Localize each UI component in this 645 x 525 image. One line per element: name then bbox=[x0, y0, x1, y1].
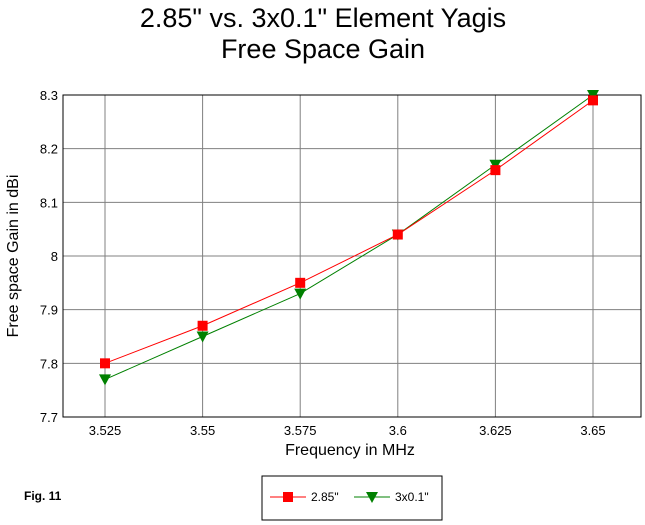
series-line bbox=[104, 94, 594, 380]
data-point bbox=[392, 229, 403, 240]
chart-subtitle: Free Space Gain bbox=[221, 34, 425, 64]
legend-item: 3x0.1" bbox=[354, 490, 429, 504]
y-tick-label: 7.7 bbox=[40, 410, 58, 425]
y-tick-label: 7.8 bbox=[40, 356, 58, 371]
legend-marker bbox=[366, 492, 378, 503]
data-point bbox=[197, 320, 208, 331]
legend-marker bbox=[283, 492, 293, 502]
figure-label: Fig. 11 bbox=[24, 489, 62, 503]
series-1 bbox=[100, 95, 598, 369]
legend-label: 2.85" bbox=[311, 490, 339, 504]
x-tick-label: 3.525 bbox=[89, 423, 122, 438]
series-line bbox=[104, 99, 594, 364]
series-2 bbox=[99, 90, 599, 386]
legend-label: 3x0.1" bbox=[395, 490, 429, 504]
x-axis-ticks: 3.525 3.55 3.575 3.6 3.625 3.65 bbox=[89, 423, 606, 438]
x-tick-label: 3.575 bbox=[284, 423, 317, 438]
data-point bbox=[490, 165, 501, 176]
data-point bbox=[99, 374, 111, 386]
x-tick-label: 3.65 bbox=[580, 423, 605, 438]
y-tick-label: 8.3 bbox=[40, 88, 58, 103]
y-tick-label: 7.9 bbox=[40, 303, 58, 318]
x-axis-label: Frequency in MHz bbox=[285, 442, 415, 459]
x-tick-label: 3.55 bbox=[190, 423, 215, 438]
data-point bbox=[196, 331, 209, 343]
data-point bbox=[295, 277, 306, 288]
y-axis-ticks: 7.7 7.8 7.9 8 8.1 8.2 8.3 bbox=[40, 88, 58, 425]
series-layer bbox=[99, 90, 599, 386]
x-tick-label: 3.6 bbox=[389, 423, 407, 438]
chart-title: 2.85" vs. 3x0.1" Element Yagis bbox=[140, 3, 506, 33]
data-point bbox=[100, 358, 110, 369]
x-tick-label: 3.625 bbox=[479, 423, 512, 438]
y-tick-label: 8.2 bbox=[40, 142, 58, 157]
data-point bbox=[588, 95, 598, 106]
plot-area bbox=[62, 94, 642, 418]
grid bbox=[63, 94, 641, 418]
y-tick-label: 8.1 bbox=[40, 195, 58, 210]
data-point bbox=[294, 288, 307, 300]
y-axis-label: Free space Gain in dBi bbox=[5, 175, 22, 338]
y-tick-label: 8 bbox=[51, 249, 58, 264]
legend: 2.85" 3x0.1" bbox=[261, 475, 443, 521]
legend-item: 2.85" bbox=[270, 490, 339, 504]
